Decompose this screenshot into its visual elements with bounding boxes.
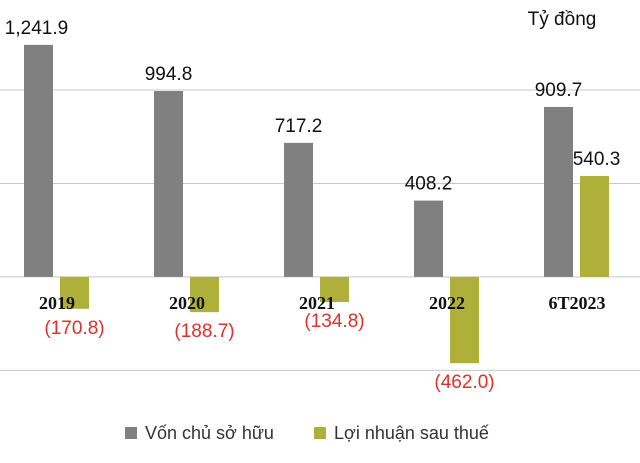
- value-label: 909.7: [535, 80, 583, 101]
- x-tick-label: 2022: [429, 293, 465, 313]
- bar: [60, 276, 89, 309]
- value-label: 994.8: [145, 64, 193, 85]
- value-label: (134.8): [304, 311, 364, 332]
- x-tick-label: 2020: [169, 293, 205, 313]
- value-label: 1,241.9: [5, 18, 68, 39]
- bar: [544, 106, 573, 277]
- legend-label: Lợi nhuận sau thuế: [334, 423, 489, 443]
- bar: [190, 276, 219, 313]
- bar: [320, 276, 349, 303]
- value-label: 717.2: [275, 116, 323, 137]
- bar: [154, 91, 183, 277]
- bar: [414, 200, 443, 277]
- value-label: 540.3: [573, 149, 621, 170]
- legend-label: Vốn chủ sở hữu: [145, 423, 274, 443]
- value-label: (170.8): [44, 318, 104, 339]
- bar: [24, 44, 53, 277]
- legend-swatch: [314, 427, 326, 439]
- bar: [580, 175, 609, 277]
- unit-label: Tỷ đồng: [528, 9, 597, 30]
- x-tick-label: 2019: [39, 293, 75, 313]
- value-label: (188.7): [174, 321, 234, 342]
- value-label: 408.2: [405, 174, 453, 195]
- x-tick-label: 2021: [299, 293, 335, 313]
- bar: [284, 142, 313, 277]
- bar: [450, 276, 479, 364]
- x-tick-label: 6T2023: [548, 293, 605, 313]
- legend-swatch: [125, 427, 137, 439]
- value-label: (462.0): [434, 372, 494, 393]
